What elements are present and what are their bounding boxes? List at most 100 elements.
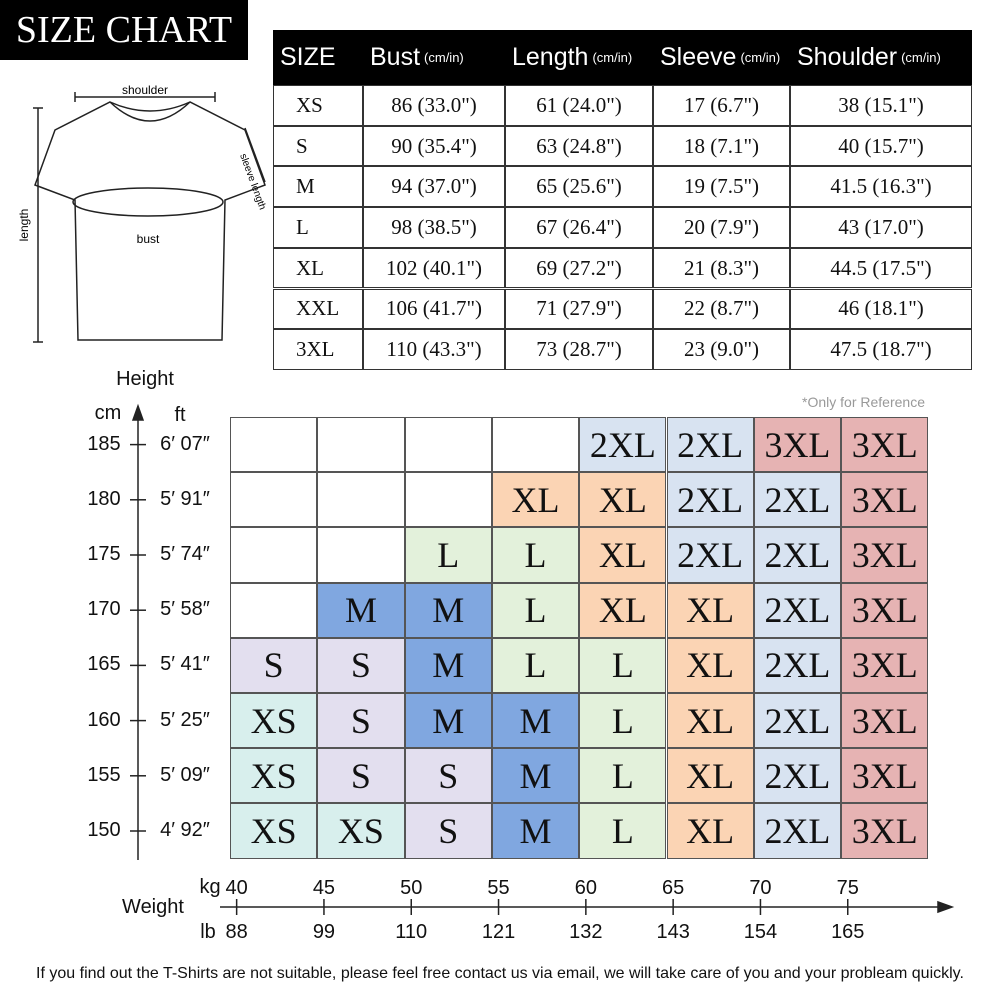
size-cell: 2XL	[579, 417, 667, 473]
height-ft: 5′ 58″	[160, 598, 210, 621]
height-cm: 185	[87, 432, 121, 455]
table-cell: 44.5 (17.5")	[790, 247, 972, 289]
weight-kg: 75	[836, 877, 859, 899]
size-cell: 2XL	[753, 472, 842, 528]
size-cell: 3XL	[841, 803, 929, 859]
size-cell: L	[579, 748, 667, 804]
weight-kg: 45	[312, 877, 336, 899]
table-cell: 18 (7.1")	[653, 125, 790, 167]
column-label: SIZE	[280, 43, 336, 71]
size-cell: M	[404, 693, 492, 749]
table-cell: 23 (9.0")	[653, 329, 790, 370]
size-cell: 2XL	[666, 417, 754, 473]
size-cell: S	[317, 693, 405, 749]
size-cell: S	[404, 803, 492, 859]
table-cell: 40 (15.7")	[790, 125, 972, 167]
weight-lb: 165	[831, 921, 865, 943]
table-cell: 67 (26.4")	[505, 207, 653, 248]
size-cell: 3XL	[841, 693, 929, 749]
weight-lb: 99	[312, 921, 336, 943]
size-cell: M	[491, 693, 580, 749]
size-cell: 3XL	[841, 527, 929, 583]
size-cell: M	[404, 582, 492, 638]
lb-unit: lb	[200, 921, 216, 943]
header-cell: Bust (cm/in)	[363, 30, 505, 85]
weight-lb: 154	[743, 921, 778, 943]
size-cell: 3XL	[841, 582, 929, 638]
size-cell	[317, 527, 405, 583]
table-cell: 22 (8.7")	[653, 288, 790, 330]
size-cell: L	[491, 527, 580, 583]
size-cell: XL	[579, 472, 667, 528]
size-cell: XL	[579, 527, 667, 583]
table-cell: 86 (33.0")	[363, 85, 505, 126]
size-cell: M	[491, 803, 580, 859]
table-cell: 73 (28.7")	[505, 329, 653, 370]
height-title: Height	[116, 368, 174, 390]
column-unit: (cm/in)	[740, 50, 781, 65]
height-cm: 170	[87, 598, 121, 621]
table-cell: 106 (41.7")	[363, 288, 505, 330]
shirt-diagram: shoulder length sleeve length bust	[17, 83, 268, 343]
weight-kg: 50	[400, 877, 423, 899]
column-unit: (cm/in)	[592, 50, 633, 65]
size-cell: L	[491, 637, 580, 693]
cm-unit: cm	[94, 402, 122, 424]
height-ft: 6′ 07″	[160, 432, 210, 455]
table-cell: L	[273, 207, 363, 248]
table-cell: 20 (7.9")	[653, 207, 790, 248]
height-ft: 4′ 92″	[160, 819, 210, 841]
size-cell	[404, 417, 492, 473]
size-cell: M	[491, 748, 580, 804]
size-cell	[404, 472, 492, 528]
size-cell: XL	[491, 472, 580, 528]
column-unit: (cm/in)	[901, 50, 941, 65]
table-cell: 17 (6.7")	[653, 85, 790, 126]
size-cell: XS	[317, 803, 405, 859]
weight-lb: 132	[569, 921, 603, 943]
height-cm: 160	[87, 708, 121, 731]
title: SIZE CHART	[0, 0, 248, 60]
size-cell: L	[579, 637, 667, 693]
header-cell: Shoulder (cm/in)	[790, 30, 972, 85]
size-cell: XL	[579, 582, 667, 638]
size-cell	[317, 472, 405, 528]
column-label: Bust	[370, 43, 421, 71]
table-cell: S	[273, 125, 363, 167]
size-cell: 2XL	[666, 472, 754, 528]
column-label: Length	[512, 43, 589, 71]
weight-lb: 88	[225, 921, 248, 943]
size-cell	[317, 417, 405, 473]
size-cell	[491, 417, 580, 473]
weight-kg: 70	[749, 877, 772, 899]
height-ft: 5′ 74″	[160, 543, 210, 565]
size-cell: S	[404, 748, 492, 804]
table-cell: 102 (40.1")	[363, 247, 505, 289]
height-cm: 155	[87, 763, 121, 786]
size-cell: L	[579, 803, 667, 859]
size-cell: XL	[666, 582, 754, 638]
size-cell: L	[491, 582, 580, 638]
table-cell: M	[273, 166, 363, 208]
column-label: Shoulder	[797, 43, 898, 71]
table-cell: 94 (37.0")	[363, 166, 505, 208]
size-cell	[230, 417, 318, 473]
size-cell: L	[404, 527, 492, 583]
height-cm: 165	[87, 653, 121, 676]
size-cell: 3XL	[753, 417, 842, 473]
weight-kg: 60	[574, 877, 597, 899]
size-cell: XS	[230, 748, 318, 804]
table-cell: 21 (8.3")	[653, 247, 790, 289]
size-cell: S	[317, 637, 405, 693]
height-cm: 180	[87, 487, 121, 510]
size-cell: 2XL	[753, 693, 842, 749]
kg-unit: kg	[199, 876, 221, 898]
size-cell	[230, 527, 318, 583]
size-cell: 3XL	[841, 748, 929, 804]
size-cell: M	[317, 582, 405, 638]
table-cell: 71 (27.9")	[505, 288, 653, 330]
weight-kg: 65	[662, 877, 685, 899]
size-cell: XL	[666, 693, 754, 749]
